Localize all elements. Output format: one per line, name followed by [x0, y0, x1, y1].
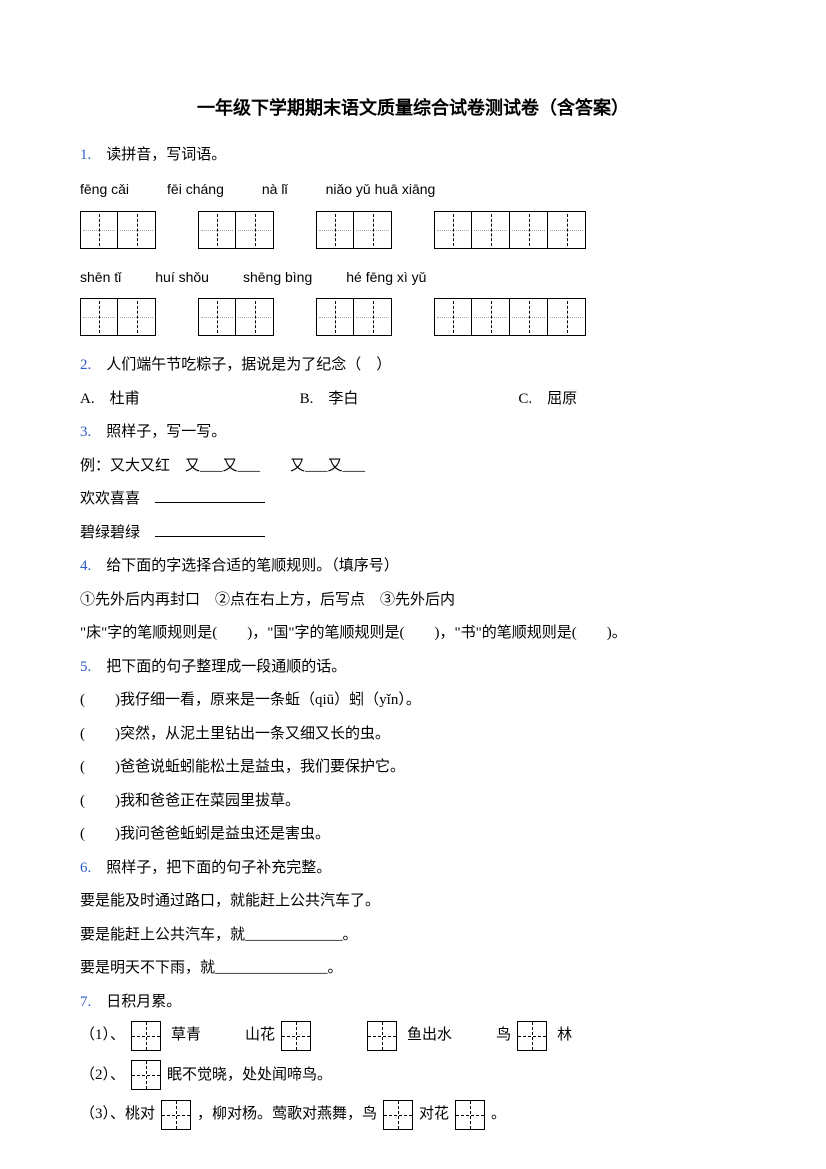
q7: 7. 日积月累。: [80, 987, 746, 1019]
q1-pinyin-row2: shēn tǐ huí shǒu shēng bìng hé fēng xì y…: [80, 263, 746, 292]
tian-box: [131, 1021, 161, 1051]
q1-num: 1.: [80, 147, 91, 163]
q7-r1-idx: （1）、: [80, 1020, 125, 1052]
page-title: 一年级下学期期末语文质量综合试卷测试卷（含答案）: [80, 90, 746, 128]
q7-text: 山花: [245, 1020, 275, 1052]
q2-num: 2.: [80, 357, 91, 373]
q7-r3: （3）、桃对 ，柳对杨。莺歌对燕舞，鸟 对花 。: [80, 1099, 746, 1131]
pinyin: shēng bìng: [243, 263, 312, 292]
q4: 4. 给下面的字选择合适的笔顺规则。（填序号）: [80, 551, 746, 583]
q1-boxes-row2: [80, 298, 746, 336]
q5-prompt: 把下面的句子整理成一段通顺的话。: [106, 659, 346, 675]
q6-prompt: 照样子，把下面的句子补充完整。: [106, 860, 331, 876]
tian-box: [455, 1100, 485, 1130]
q3-example: 例：又大又红 又___又___ 又___又___: [80, 451, 746, 483]
pinyin: fēng cǎi: [80, 175, 129, 204]
q3-l1: 欢欢喜喜: [80, 484, 746, 516]
q6-s2: 要是能赶上公共汽车，就_____________。: [80, 920, 746, 952]
q7-r3-idx: （3）、桃对: [80, 1099, 155, 1131]
tian-box: [517, 1021, 547, 1051]
pinyin: huí shǒu: [155, 263, 209, 292]
q7-prompt: 日积月累。: [106, 994, 181, 1010]
q2-options: A. 杜甫 B. 李白 C. 屈原: [80, 384, 746, 416]
q5: 5. 把下面的句子整理成一段通顺的话。: [80, 652, 746, 684]
q7-r2-idx: （2）、: [80, 1060, 125, 1092]
q7-text: 鱼出水: [407, 1020, 452, 1052]
q5-item: ( )突然，从泥土里钻出一条又细又长的虫。: [80, 719, 746, 751]
q5-item: ( )爸爸说蚯蚓能松土是益虫，我们要保护它。: [80, 752, 746, 784]
q2-opt-a: A. 杜甫: [80, 384, 140, 416]
q6: 6. 照样子，把下面的句子补充完整。: [80, 853, 746, 885]
pinyin: nà lǐ: [262, 175, 288, 204]
q5-item: ( )我仔细一看，原来是一条蚯（qiū）蚓（yǐn）。: [80, 685, 746, 717]
q3-num: 3.: [80, 424, 91, 440]
q5-item: ( )我问爸爸蚯蚓是益虫还是害虫。: [80, 819, 746, 851]
q4-prompt: 给下面的字选择合适的笔顺规则。（填序号）: [106, 558, 399, 574]
pinyin: fēi cháng: [167, 175, 224, 204]
q1-pinyin-row1: fēng cǎi fēi cháng nà lǐ niǎo yǔ huā xiā…: [80, 175, 746, 204]
q4-line: "床"字的笔顺规则是( )，"国"字的笔顺规则是( )，"书"的笔顺规则是( )…: [80, 618, 746, 650]
q3-prompt: 照样子，写一写。: [106, 424, 226, 440]
q7-r1: （1）、 草青 山花 鱼出水 鸟 林: [80, 1020, 746, 1052]
q3-l2: 碧绿碧绿: [80, 518, 746, 550]
q6-s3: 要是明天不下雨，就_______________。: [80, 953, 746, 985]
q1-prompt: 读拼音，写词语。: [106, 147, 226, 163]
tian-box: [161, 1100, 191, 1130]
q3: 3. 照样子，写一写。: [80, 417, 746, 449]
tian-box: [131, 1060, 161, 1090]
q4-num: 4.: [80, 558, 91, 574]
q7-text: 林: [557, 1020, 572, 1052]
q7-text: 眠不觉晓，处处闻啼鸟。: [167, 1060, 332, 1092]
q7-text: 鸟: [496, 1020, 511, 1052]
q2-opt-b: B. 李白: [300, 384, 359, 416]
q7-text: 草青: [171, 1020, 201, 1052]
pinyin: hé fēng xì yǔ: [346, 263, 426, 292]
pinyin: shēn tǐ: [80, 263, 121, 292]
q5-num: 5.: [80, 659, 91, 675]
q1-boxes-row1: [80, 211, 746, 249]
q4-rules: ①先外后内再封口 ②点在右上方，后写点 ③先外后内: [80, 585, 746, 617]
q2-prompt: 人们端午节吃粽子，据说是为了纪念（ ）: [106, 357, 391, 373]
tian-box: [281, 1021, 311, 1051]
q7-num: 7.: [80, 994, 91, 1010]
q6-s1: 要是能及时通过路口，就能赶上公共汽车了。: [80, 886, 746, 918]
q5-item: ( )我和爸爸正在菜园里拔草。: [80, 786, 746, 818]
q6-num: 6.: [80, 860, 91, 876]
q7-text: ，柳对杨。莺歌对燕舞，鸟: [197, 1099, 377, 1131]
tian-box: [367, 1021, 397, 1051]
q1: 1. 读拼音，写词语。: [80, 140, 746, 172]
tian-box: [383, 1100, 413, 1130]
q7-r2: （2）、 眠不觉晓，处处闻啼鸟。: [80, 1060, 746, 1092]
pinyin: niǎo yǔ huā xiāng: [326, 175, 436, 204]
q2: 2. 人们端午节吃粽子，据说是为了纪念（ ）: [80, 350, 746, 382]
q2-opt-c: C. 屈原: [518, 384, 577, 416]
q7-text: 。: [491, 1099, 506, 1131]
q7-text: 对花: [419, 1099, 449, 1131]
